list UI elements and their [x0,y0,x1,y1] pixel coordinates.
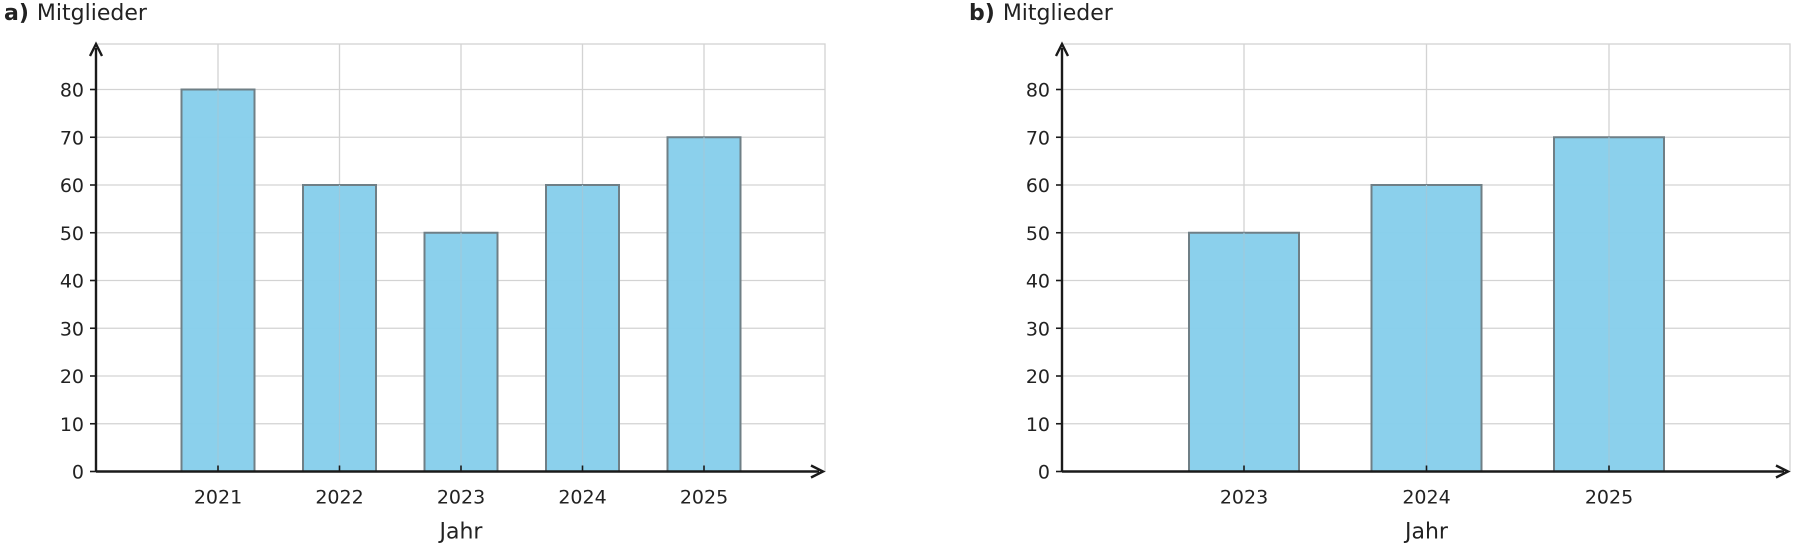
x-axis-arrow [810,464,826,479]
x-tick-label: 2024 [1402,487,1450,509]
y-axis-title: Mitglieder [37,1,148,26]
y-tick-label: 30 [60,318,84,340]
y-tick-label: 20 [1026,366,1050,388]
y-tick-label: 10 [60,414,84,436]
panel-heading: a) Mitglieder [4,1,148,26]
x-tick-label: 2024 [558,487,606,509]
x-axis-arrow [1775,464,1791,479]
y-tick-label: 50 [1026,223,1050,245]
panel-heading: b) Mitglieder [969,1,1114,26]
x-axis-title: Jahr [438,520,484,545]
chart-panel-a: 0 10 20 30 40 50 60 70 80 2021 2022 2023 2024 2025 Jah… [4,1,826,545]
y-tick-label: 60 [1026,175,1050,197]
y-tick-label: 0 [1038,462,1050,484]
y-tick-label: 30 [1026,318,1050,340]
y-axis-arrow [1054,41,1070,57]
x-tick-label: 2022 [315,487,363,509]
y-tick-label: 40 [60,271,84,293]
y-tick-label: 40 [1026,271,1050,293]
x-tick-label: 2021 [194,487,242,509]
y-tick-label: 20 [60,366,84,388]
y-axis-title: Mitglieder [1003,1,1114,26]
y-tick-label: 50 [60,223,84,245]
y-tick-label: 10 [1026,414,1050,436]
y-tick-label: 70 [1026,127,1050,149]
y-tick-label: 80 [1026,80,1050,102]
y-tick-label: 70 [60,127,84,149]
y-tick-label: 0 [72,462,84,484]
y-axis-arrow [88,41,104,57]
x-axis-title: Jahr [1403,520,1449,545]
chart-panel-b: 0 10 20 30 40 50 60 70 80 2023 2024 2025 Jahr b) Mitgl… [969,1,1791,545]
x-tick-label: 2023 [437,487,485,509]
x-tick-label: 2023 [1220,487,1268,509]
panel-letter: a) [4,1,29,26]
y-tick-label: 60 [60,175,84,197]
panel-letter: b) [969,1,995,26]
y-tick-label: 80 [60,80,84,102]
x-tick-label: 2025 [1585,487,1633,509]
x-tick-label: 2025 [680,487,728,509]
